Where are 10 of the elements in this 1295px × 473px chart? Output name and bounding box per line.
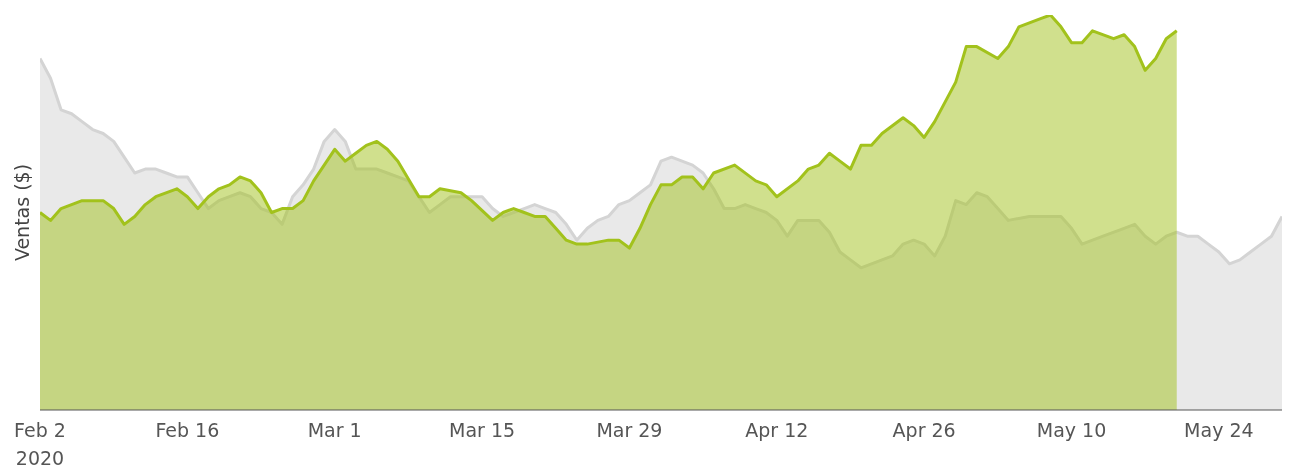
x-tick-label: May 24 bbox=[1184, 419, 1254, 441]
x-tick-label: May 10 bbox=[1036, 419, 1107, 441]
x-tick-label: Feb 16 bbox=[155, 419, 220, 441]
y-axis-title: Ventas ($) bbox=[10, 163, 33, 262]
x-tick-label: Feb 2 2020 bbox=[14, 419, 66, 469]
x-tick-label: Apr 12 bbox=[745, 419, 809, 441]
x-tick-label: Apr 26 bbox=[892, 419, 956, 441]
x-tick-label: Mar 15 bbox=[449, 419, 516, 441]
x-tick-label: Mar 1 bbox=[307, 419, 362, 441]
x-tick-label: Mar 29 bbox=[596, 419, 663, 441]
